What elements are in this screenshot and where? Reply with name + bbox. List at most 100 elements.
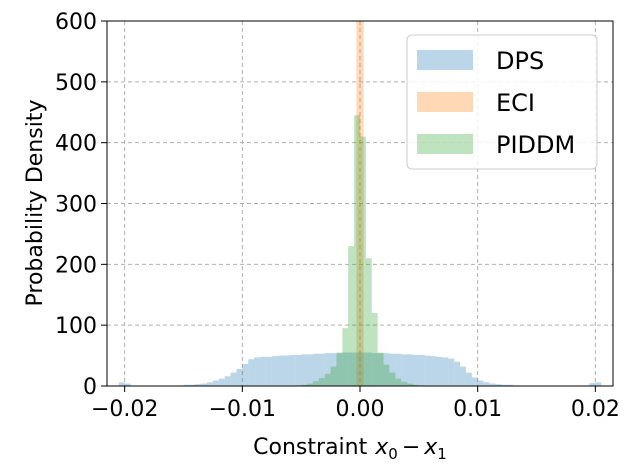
histogram-bar (324, 373, 331, 386)
histogram-bar (224, 376, 231, 386)
histogram-bar (442, 357, 449, 386)
y-tick-label: 0 (83, 375, 97, 400)
x-axis-label-math2: x (423, 435, 438, 460)
y-tick-label: 400 (55, 132, 97, 157)
histogram-bar (371, 313, 378, 386)
histogram-bar (383, 353, 390, 386)
y-tick-label: 300 (55, 193, 97, 218)
histogram-bar (242, 364, 249, 386)
histogram-bar (342, 352, 349, 386)
histogram-bar (318, 378, 325, 386)
legend-swatch-piddm (417, 134, 473, 154)
histogram-bar (407, 383, 413, 386)
histogram-bar (407, 354, 413, 386)
histogram-bar (495, 384, 502, 386)
histogram-bar (248, 359, 255, 386)
histogram-bar (336, 352, 343, 386)
histogram-bar (365, 258, 372, 386)
histogram-bar (254, 357, 260, 386)
legend-label-piddm: PIDDM (496, 131, 575, 159)
histogram-bar (307, 383, 313, 386)
x-axis-label: Constraint x0− x1 (253, 435, 447, 463)
histogram-bar (371, 353, 378, 386)
legend: DPS ECI PIDDM (406, 34, 598, 170)
histogram-bar (354, 115, 360, 387)
legend-box (406, 34, 598, 170)
histogram-bar (401, 381, 408, 386)
histogram-bar (283, 355, 290, 386)
histogram-bar (277, 355, 284, 386)
x-tick-label: −0.01 (209, 397, 276, 422)
histogram-bar (360, 21, 364, 386)
histogram-bar (448, 358, 455, 386)
y-tick-label: 600 (55, 10, 97, 35)
histogram-bar (271, 356, 278, 386)
histogram-bar (430, 356, 437, 386)
histogram-bar (289, 354, 296, 386)
x-axis-label-minus: − (402, 435, 420, 460)
histogram-bar (201, 383, 208, 386)
histogram-bar (259, 356, 266, 386)
histogram-bar (207, 382, 213, 386)
histogram-bar (507, 384, 513, 386)
y-tick-label: 500 (55, 71, 97, 96)
histogram-bar (195, 384, 202, 386)
histogram-bar (183, 384, 190, 386)
histogram-bar (501, 384, 508, 386)
legend-label-dps: DPS (496, 47, 544, 75)
legend-label-eci: ECI (496, 89, 535, 117)
histogram-bar (395, 378, 402, 386)
histogram-bar (471, 377, 478, 386)
x-axis-label-math: x (374, 435, 389, 460)
histogram-bar (483, 382, 490, 386)
histogram-bar (336, 353, 343, 386)
histogram-bar (301, 384, 308, 386)
y-tick-label: 100 (55, 314, 97, 339)
histogram-bars (118, 21, 602, 387)
y-axis-label: Probability Density (23, 100, 48, 307)
histogram-bar (465, 372, 472, 386)
histogram-bar (389, 372, 396, 386)
histogram-bar (295, 354, 302, 386)
histogram-bar (236, 368, 243, 386)
y-tick-label: 200 (55, 253, 97, 278)
histogram-bar (330, 366, 337, 386)
histogram-bar (377, 352, 384, 386)
histogram-bar (218, 378, 225, 386)
histogram-bar (360, 352, 366, 386)
histogram-bar (418, 354, 425, 386)
axis-ticks (101, 20, 596, 392)
series-piddm (301, 115, 419, 387)
histogram-bar (307, 354, 313, 386)
histogram-bar (354, 352, 360, 386)
x-axis-label-sub0: 0 (388, 445, 398, 463)
histogram-bar (377, 353, 384, 386)
histogram-bar (324, 353, 331, 386)
histogram-bar (124, 383, 131, 386)
histogram-bar (330, 353, 337, 386)
histogram-bar (312, 353, 319, 386)
histogram-bar (301, 354, 308, 386)
axis-tick-labels: −0.02 −0.01 0.00 0.01 0.02 0 100 200 300 400 500 60… (55, 10, 620, 422)
histogram-bar (230, 372, 237, 386)
histogram-bar (401, 354, 408, 386)
histogram-bar (118, 382, 125, 386)
histogram-bar (589, 382, 596, 386)
x-tick-label: 0.02 (571, 397, 620, 422)
histogram-bar (342, 328, 349, 386)
histogram-bar (356, 21, 360, 386)
histogram-bar (348, 246, 355, 386)
legend-swatch-dps (417, 50, 473, 70)
histogram-bar (318, 353, 325, 386)
legend-swatch-eci (417, 92, 473, 112)
histogram-bar (189, 384, 196, 386)
histogram-bar (395, 353, 402, 386)
histogram-bar (424, 355, 431, 386)
series-eci (356, 21, 364, 386)
x-tick-label: 0.00 (336, 397, 385, 422)
histogram-bar (412, 354, 419, 386)
x-axis-label-text: Constraint (253, 435, 367, 460)
histogram-bar (412, 384, 419, 386)
histogram-bar (477, 380, 484, 386)
